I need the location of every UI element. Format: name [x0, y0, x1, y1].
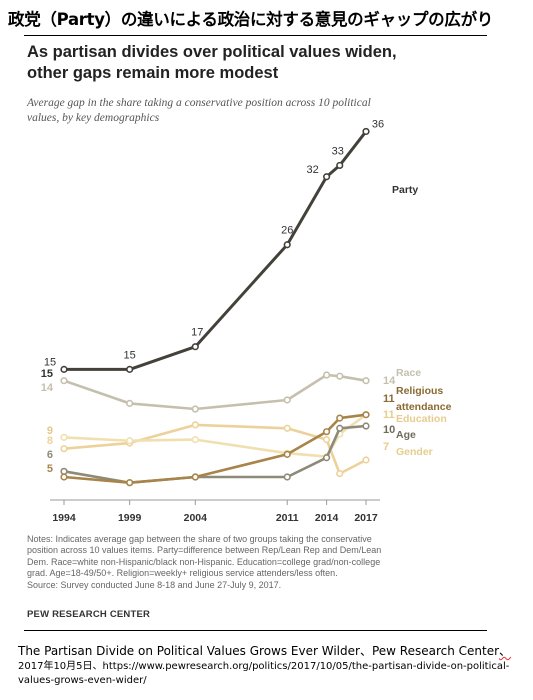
- data-point-religious-attendance: [323, 428, 331, 436]
- start-label-religious-attendance: 5: [47, 463, 53, 475]
- start-label-race: 14: [41, 382, 54, 394]
- end-label-education: 11: [383, 409, 395, 421]
- end-label-religious-attendance: 11: [383, 393, 395, 405]
- x-tick-label: 1999: [118, 512, 142, 524]
- citation-separator: 、: [499, 644, 512, 658]
- data-point-religious-attendance: [336, 414, 344, 422]
- end-label-race: 14: [383, 375, 396, 387]
- data-point-religious-attendance: [60, 473, 68, 481]
- x-tick-label: 1994: [52, 512, 76, 524]
- notes-line: grad. Age=18-49/50+. Religion=weekly+ re…: [27, 568, 338, 579]
- series-line-party: [64, 130, 368, 371]
- citation-separator: 、: [92, 661, 103, 672]
- page-title: 政党（Party）の違いによる政治に対する意見のギャップの広がり: [8, 10, 493, 29]
- series-line-gender: [63, 423, 367, 475]
- data-point-religious-attendance: [362, 411, 370, 419]
- data-point-education: [191, 436, 199, 444]
- data-point-party: [191, 343, 199, 351]
- data-point-gender: [323, 436, 331, 444]
- data-point-party: [60, 365, 68, 373]
- data-point-age: [362, 422, 370, 430]
- series-name-age: Age: [396, 429, 416, 441]
- chart-subtitle: Average gap in the share taking a conser…: [27, 96, 477, 126]
- data-point-race: [191, 405, 199, 413]
- chart-title-line: As partisan divides over political value…: [27, 43, 397, 61]
- data-point-education: [60, 433, 68, 441]
- data-point-age: [283, 473, 291, 481]
- data-point-race: [60, 377, 68, 385]
- data-point-party: [336, 161, 344, 170]
- start-label-party: 15: [41, 368, 53, 380]
- data-point-party: [283, 241, 291, 249]
- data-point-age: [60, 467, 68, 475]
- notes-line: Dem. Race=white non-Hispanic/black non-H…: [27, 556, 381, 567]
- series-name-party: Party: [392, 184, 418, 196]
- end-label-gender: 7: [383, 441, 389, 453]
- chart-title: As partisan divides over political value…: [27, 42, 467, 84]
- citation-date: 2017年10月5日: [18, 661, 93, 672]
- data-point-gender: [60, 445, 68, 453]
- start-label-age: 6: [47, 449, 53, 461]
- notes-line: Notes: Indicates average gap between the…: [27, 534, 372, 544]
- series-name-religious-attendance: attendance: [396, 401, 452, 413]
- data-point-gender: [283, 424, 291, 432]
- data-label-party: 33: [332, 145, 344, 157]
- data-label-party: 15: [44, 356, 56, 368]
- citation-org: Pew Research Center: [371, 644, 500, 658]
- data-point-race: [362, 377, 370, 385]
- data-point-age: [336, 424, 344, 432]
- series-name-religious-attendance: Religious: [396, 385, 443, 397]
- data-point-gender: [336, 470, 344, 478]
- citation-title: The Partisan Divide on Political Values …: [18, 644, 360, 658]
- chart-subtitle-line: Average gap in the share taking a conser…: [27, 97, 371, 109]
- data-point-race: [336, 372, 344, 380]
- citation-details: 2017年10月5日、https://www.pewresearch.org/p…: [18, 660, 523, 688]
- data-point-age: [323, 454, 331, 462]
- bottom-divider: [24, 630, 487, 631]
- citation-separator: 、: [359, 644, 372, 658]
- series-name-education: Education: [396, 413, 447, 425]
- citation-url[interactable]: https://www.pewresearch.org/politics/201…: [18, 661, 510, 686]
- data-point-education: [126, 437, 134, 445]
- data-point-gender: [191, 421, 199, 429]
- data-point-race: [323, 371, 331, 379]
- citation-title-line: The Partisan Divide on Political Values …: [18, 642, 511, 659]
- series-name-race: Race: [396, 367, 421, 379]
- chart-title-line: other gaps remain more modest: [27, 64, 279, 82]
- data-point-religious-attendance: [126, 479, 134, 487]
- source-organization: PEW RESEARCH CENTER: [27, 609, 151, 620]
- data-point-party: [126, 365, 134, 373]
- x-tick-label: 2014: [315, 512, 339, 524]
- data-point-gender: [362, 456, 370, 464]
- chart-subtitle-line: values, by key demographics: [27, 112, 160, 124]
- end-label-age: 10: [383, 424, 395, 436]
- data-label-party: 36: [372, 118, 384, 130]
- data-point-party: [323, 173, 331, 181]
- start-label-education: 9: [47, 425, 53, 437]
- data-point-race: [126, 399, 134, 407]
- data-label-party: 17: [191, 327, 203, 339]
- x-tick-label: 2017: [354, 512, 378, 524]
- start-label-gender: 8: [47, 435, 53, 447]
- data-point-party: [362, 127, 370, 136]
- data-point-religious-attendance: [191, 473, 199, 481]
- data-label-party: 26: [281, 225, 293, 237]
- series-name-gender: Gender: [396, 446, 433, 458]
- notes-line: position across 10 values items. Party=d…: [27, 545, 382, 556]
- data-label-party: 15: [124, 349, 136, 361]
- data-point-race: [283, 396, 291, 404]
- notes-line: Source: Survey conducted June 8-18 and J…: [27, 579, 282, 590]
- chart-notes: Notes: Indicates average gap between the…: [27, 534, 457, 591]
- data-point-religious-attendance: [283, 450, 291, 458]
- data-label-party: 32: [306, 164, 318, 176]
- top-divider: [24, 35, 487, 36]
- x-tick-label: 2004: [184, 512, 208, 524]
- x-tick-label: 2011: [276, 512, 299, 524]
- series-line-race: [63, 373, 367, 411]
